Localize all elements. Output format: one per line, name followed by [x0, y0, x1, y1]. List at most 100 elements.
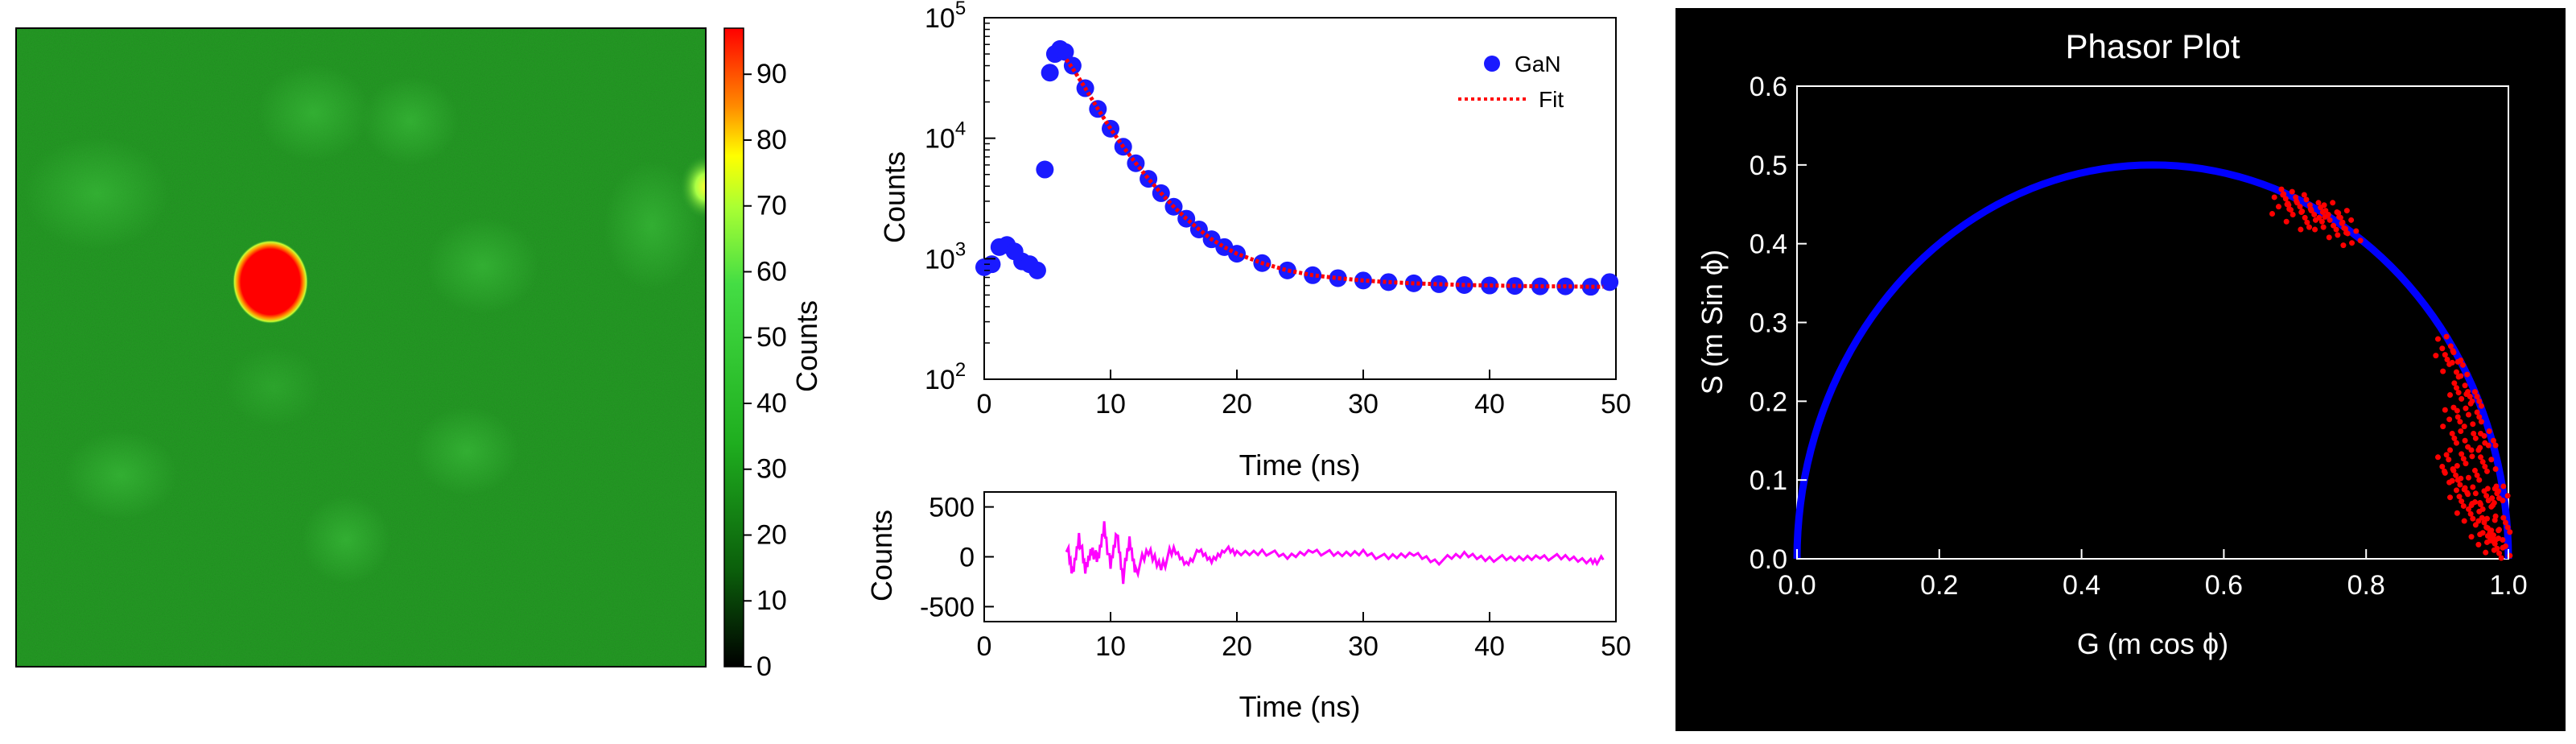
phasor-point — [2442, 407, 2448, 413]
phasor-point — [2303, 196, 2310, 203]
phasor-point — [2462, 382, 2468, 389]
phasor-point — [2453, 385, 2459, 391]
phasor-point — [2278, 186, 2285, 192]
phasor-point — [2460, 456, 2467, 462]
phasor-point — [2465, 506, 2471, 512]
decay-ylabel: Counts — [878, 151, 911, 243]
phasor-point — [2343, 225, 2349, 232]
gan-data-point — [1036, 160, 1054, 179]
phasor-point — [2483, 468, 2490, 474]
phasor-point — [2471, 389, 2478, 395]
phasor-point — [2289, 188, 2295, 195]
legend-label-fit: Fit — [1539, 87, 1564, 112]
phasor-point — [2492, 465, 2499, 472]
phasor-point — [2478, 454, 2484, 461]
phasor-point — [2463, 461, 2469, 467]
colorbar-tick-label: 40 — [756, 388, 787, 419]
phasor-point — [2500, 537, 2506, 544]
phasor-point — [2507, 529, 2513, 535]
phasor-point — [2349, 240, 2355, 246]
decay-ytick-label: 105 — [925, 0, 966, 34]
hotspot-edge — [680, 155, 706, 219]
colorbar-label: Counts — [790, 300, 823, 392]
decay-ytick-label: 103 — [925, 238, 966, 275]
phasor-point — [2348, 217, 2355, 223]
phasor-point — [2443, 333, 2450, 340]
colorbar-tick-label: 20 — [756, 519, 787, 550]
phasor-point — [2476, 414, 2483, 420]
gan-data-point — [1056, 43, 1074, 61]
phasor-point — [2481, 519, 2487, 526]
phasor-point — [2483, 493, 2490, 499]
residual-xlabel: Time (ns) — [1239, 690, 1361, 723]
phasor-point — [2479, 459, 2486, 465]
phasor-point — [2459, 362, 2466, 368]
phasor-point — [2471, 467, 2478, 473]
phasor-point — [2478, 403, 2484, 409]
residual-ylabel: Counts — [865, 510, 898, 601]
phasor-point — [2486, 428, 2492, 435]
phasor-point — [2450, 467, 2457, 473]
phasor-ytick-label: 0.0 — [1750, 544, 1787, 575]
phasor-xtick-label: 0.6 — [2205, 570, 2243, 601]
phasor-point — [2481, 488, 2487, 494]
phasor-point — [2474, 409, 2480, 415]
phasor-point — [2465, 474, 2471, 481]
phasor-point — [2472, 490, 2479, 497]
colorbar-tick-label: 10 — [756, 585, 787, 616]
phasor-point — [2449, 359, 2455, 366]
gan-data-point — [1481, 276, 1498, 295]
phasor-point — [2479, 530, 2486, 536]
decay-chart: 0 10 20 30 40 50 102 103 104 105 Time (ns) Counts… — [878, 0, 1631, 482]
phasor-point — [2492, 442, 2499, 448]
residual-ytick-label: 0 — [959, 543, 975, 573]
phasor-point — [2315, 200, 2322, 206]
phasor-point — [2319, 209, 2326, 216]
phasor-title: Phasor Plot — [2065, 27, 2240, 65]
phasor-point — [2454, 510, 2460, 516]
phasor-point — [2472, 435, 2479, 441]
phasor-point — [2484, 533, 2491, 539]
phasor-point — [2306, 202, 2313, 209]
colorbar: 0 10 20 30 40 50 60 70 80 90 Counts — [723, 27, 823, 682]
phasor-point — [2474, 393, 2480, 399]
phasor-point — [2285, 200, 2291, 207]
phasor-point — [2458, 475, 2464, 482]
residual-xtick-label: 10 — [1095, 631, 1126, 662]
colorbar-tick-label: 90 — [756, 59, 787, 89]
phasor-point — [2469, 453, 2475, 460]
legend-marker-gan — [1484, 56, 1500, 72]
phasor-point — [2500, 515, 2507, 521]
phasor-ytick-label: 0.4 — [1750, 229, 1787, 260]
phasor-point — [2447, 392, 2454, 399]
phasor-point — [2458, 357, 2464, 363]
phasor-point — [2475, 541, 2482, 548]
phasor-point — [2470, 421, 2476, 428]
phasor-point — [2478, 419, 2484, 425]
legend-label-gan: GaN — [1515, 52, 1561, 76]
phasor-point — [2476, 477, 2483, 483]
decay-xtick-label: 0 — [977, 389, 992, 420]
phasor-point — [2462, 485, 2468, 491]
intensity-map-panel: 0 10 20 30 40 50 60 70 80 90 Counts — [15, 27, 823, 682]
phasor-point — [2353, 228, 2360, 234]
decay-xtick-label: 40 — [1474, 389, 1505, 420]
phasor-point — [2447, 447, 2454, 453]
phasor-point — [2467, 510, 2474, 517]
phasor-point — [2442, 469, 2448, 476]
colorbar-tick-label: 0 — [756, 651, 772, 682]
phasor-point — [2281, 191, 2287, 197]
phasor-point — [2461, 424, 2467, 430]
phasor-point — [2456, 494, 2463, 500]
phasor-point — [2321, 202, 2327, 209]
phasor-point — [2335, 210, 2342, 217]
residual-xtick-label: 0 — [977, 631, 992, 662]
phasor-point — [2488, 457, 2495, 463]
gan-data-point — [1581, 278, 1600, 296]
phasor-point — [2472, 522, 2479, 528]
phasor-point — [2275, 204, 2281, 210]
phasor-point — [2312, 226, 2318, 233]
phasor-panel: Phasor Plot 0.0 0.2 0.4 0.6 0.8 1.0 0.0 0.1 0.2 0… — [1675, 8, 2566, 731]
phasor-point — [2453, 487, 2459, 494]
